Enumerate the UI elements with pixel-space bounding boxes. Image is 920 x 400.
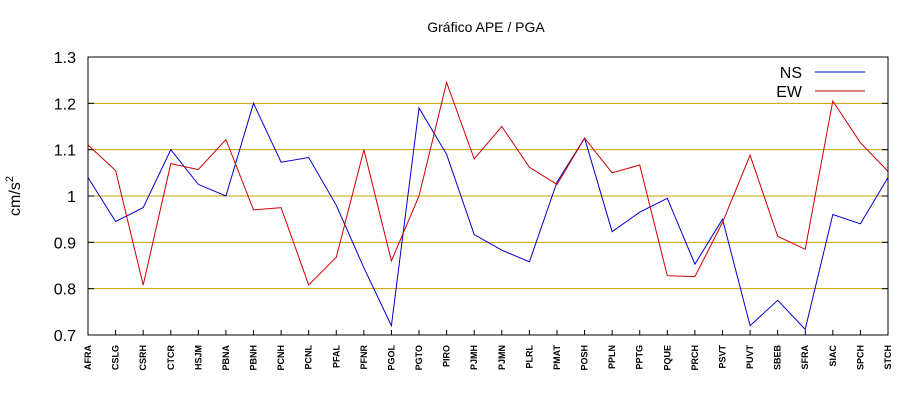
x-tick-label: PCNH (276, 345, 286, 371)
x-tick-label: HSJM (193, 345, 203, 370)
x-tick-label: POSH (580, 345, 590, 371)
x-tick-label: PUVT (745, 345, 755, 370)
x-tick-label: PCNL (304, 344, 314, 369)
series-group (87, 80, 889, 331)
series-line-ew (87, 80, 889, 286)
x-tick-label: PPTG (635, 345, 645, 370)
chart-title: Gráfico APE / PGA (427, 19, 545, 35)
x-tick-label: PIRO (442, 345, 452, 367)
y-axis-label-exponent: 2 (4, 176, 16, 182)
x-tick-label: PSVT (717, 345, 727, 369)
x-tick-label: PLRL (524, 345, 534, 369)
x-tick-label: STCH (883, 345, 893, 370)
legend: NS EW (776, 65, 865, 101)
series-line-ns (87, 101, 889, 331)
y-axis-label: cm/s2 (4, 176, 24, 216)
plot-frame (87, 56, 889, 336)
x-tick-label: PBNH (249, 345, 259, 371)
y-tick-label: 0.7 (54, 328, 76, 345)
x-tick-label: SIAC (828, 345, 838, 367)
x-tick-label: CTCR (166, 345, 176, 370)
x-tick-label: PFNR (359, 345, 369, 370)
y-tick-label: 1.1 (54, 143, 76, 160)
x-tick-label: PBNA (221, 345, 231, 371)
x-tick-label: PQUE (662, 345, 672, 371)
x-tick-label: PGOL (386, 345, 396, 371)
legend-label-ns: NS (780, 65, 802, 82)
y-tick-label: 1.3 (54, 50, 76, 67)
x-tick-label: PPLN (607, 345, 617, 369)
y-tick-label: 0.8 (54, 282, 76, 299)
x-tick-label: PJMN (497, 345, 507, 370)
y-tick-label: 1.2 (54, 96, 76, 113)
x-tick-label: SPCH (855, 345, 865, 370)
y-axis-ticks: 0.7 0.8 0.9 1 1.1 1.2 1.3 (54, 50, 888, 345)
x-axis-ticks: AFRA CSLG CSRH CTCR HSJM PBNA PBNH PCNH PCNL PFAL… (83, 330, 893, 371)
legend-label-ew: EW (776, 84, 803, 101)
x-tick-label: SBEB (773, 345, 783, 371)
x-tick-label: PRCH (690, 345, 700, 371)
x-tick-label: CSRH (138, 345, 148, 371)
y-tick-label: 1 (67, 189, 76, 206)
x-tick-label: PJMH (469, 345, 479, 370)
x-tick-label: CSLG (111, 345, 121, 370)
x-tick-label: PGTO (414, 345, 424, 370)
x-tick-label: AFRA (83, 345, 93, 370)
x-tick-label: SFRA (800, 345, 810, 370)
x-tick-label: PMAT (552, 345, 562, 370)
y-tick-label: 0.9 (54, 235, 76, 252)
y-axis-label-unit: cm/s (7, 182, 24, 216)
x-tick-label: PFAL (331, 345, 341, 369)
grid (88, 102, 888, 290)
